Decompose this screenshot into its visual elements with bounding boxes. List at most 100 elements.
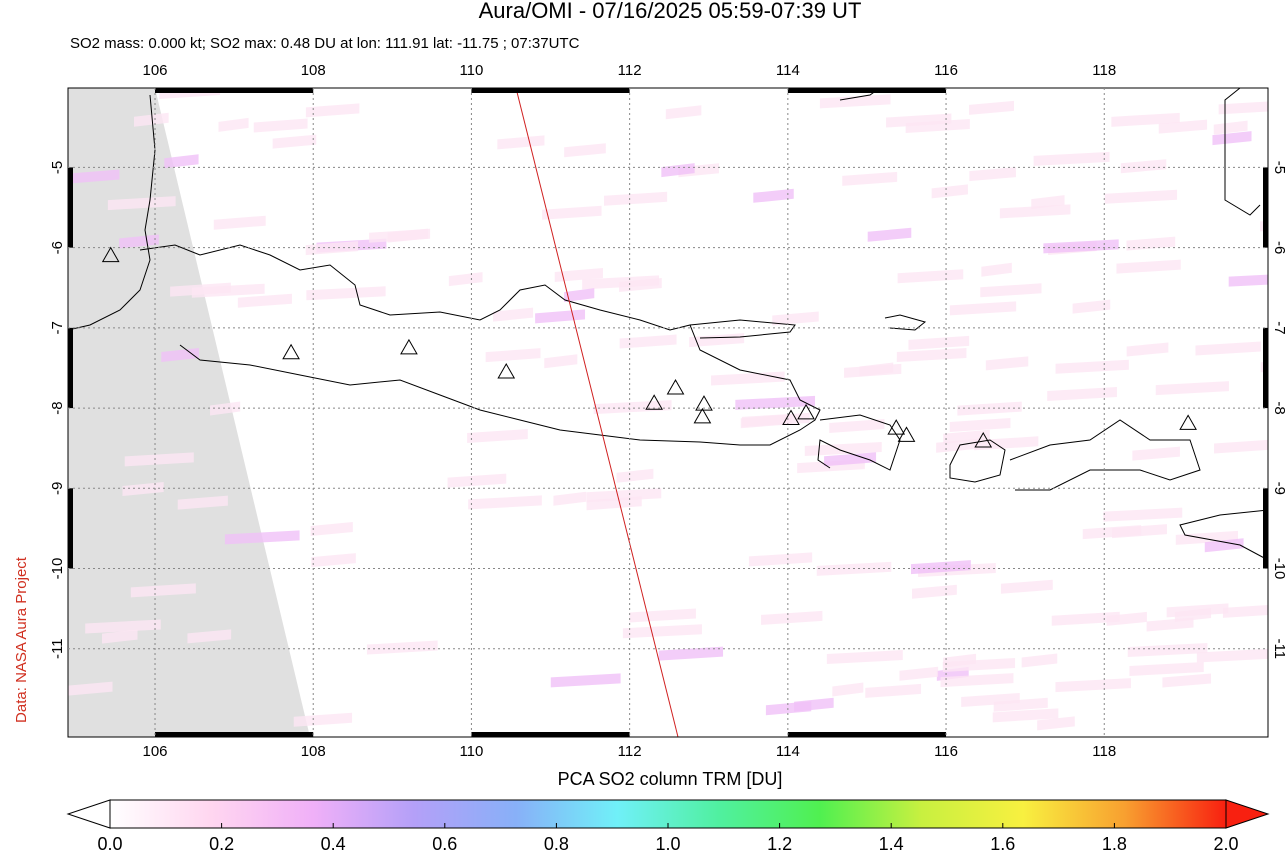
noise-stripe [629,608,696,623]
noise-stripe [1021,653,1058,668]
noise-stripe [772,311,819,326]
noise-stripe [661,163,695,178]
noise-stripe [542,205,602,220]
noise-stripe [1129,661,1204,676]
noise-stripe [616,468,654,483]
frame-bar [787,88,947,93]
volcano-marker [797,403,815,420]
noise-stripe [1146,617,1194,632]
noise-stripe [253,118,308,133]
noise-stripe [1103,507,1183,522]
noise-stripe [1214,439,1268,454]
noise-stripe [832,682,864,697]
x-tick-label: 114 [776,743,800,760]
noise-stripe [554,268,603,283]
noise-stripe [665,105,702,120]
noise-stripe [1127,643,1208,658]
noise-stripe [824,452,877,467]
frame-bar [1263,327,1268,409]
x-tick-label: 106 [142,62,167,79]
noise-stripe [761,610,823,625]
noise-stripe [735,395,816,410]
noise-stripe [969,167,1016,182]
noise-stripe [1082,525,1142,540]
orbit-track [515,88,679,737]
colorbar-tick-label: 0.6 [432,834,457,854]
noise-stripe [550,673,621,688]
noise-stripe [187,629,232,644]
background-noise [68,88,1268,731]
noise-stripe [1043,239,1119,254]
noise-stripe [224,530,300,545]
noise-stripe [1204,538,1244,553]
y-tick-label: -7 [49,321,66,334]
colorbar-arrow [1225,799,1270,829]
noise-stripe [999,204,1071,219]
colorbar-tick-label: 1.2 [767,834,792,854]
x-tick-label: 110 [459,62,483,79]
noise-stripe [218,117,249,132]
noise-stripe [622,624,702,639]
noise-stripe [911,584,957,599]
noise-stripe [586,488,662,503]
frame-bar [787,732,947,737]
colorbar-tick-label: 0.2 [209,834,234,854]
y-tick-label: -5 [49,161,66,174]
noise-stripe [1072,299,1111,314]
colorbar-tick-label: 1.6 [990,834,1015,854]
noise-stripe [940,673,1014,688]
noise-stripe [1126,236,1176,251]
frame-bar [1263,167,1268,248]
frame-bar [1263,488,1268,569]
noise-stripe [553,491,587,506]
colorbar-tick-label: 0.8 [544,834,569,854]
noise-stripe [101,629,138,644]
noise-stripe [311,553,356,568]
volcano-marker [101,246,120,263]
noise-stripe [886,113,952,128]
noise-stripe [910,560,971,575]
y-tick-label: -10 [1271,558,1288,580]
noise-stripe [593,400,672,415]
x-tick-label: 108 [301,62,326,79]
noise-stripe [748,552,813,567]
noise-stripe [467,429,528,444]
frame-border [67,87,1269,738]
noise-stripe [1055,678,1131,693]
noise-stripe [1033,151,1110,166]
noise-stripe [1196,648,1268,663]
noise-stripe [133,112,169,127]
noise-stripe [1000,579,1053,594]
y-tick-label: -10 [49,558,66,580]
colorbar-tick-label: 2.0 [1213,834,1238,854]
noise-stripe [931,184,968,199]
noise-stripe [899,666,939,681]
noise-stripe [1195,341,1261,356]
noise-stripe [865,683,922,698]
noise-stripe [658,646,724,661]
noise-stripe [1104,189,1178,204]
noise-stripe [535,309,586,324]
noise-stripe [164,154,199,169]
y-tick-label: -11 [1271,638,1288,659]
noise-stripe [741,412,810,427]
colorbar-tick-label: 0.0 [97,834,122,854]
noise-stripe [1106,611,1147,626]
y-tick-label: -9 [49,482,66,495]
noise-stripe [564,143,606,158]
noise-stripe [305,103,360,118]
noise-stripe [305,241,359,256]
noise-stripe [85,619,161,634]
noise-stripe [980,283,1042,298]
noise-stripe [867,227,912,242]
volcano-marker [400,338,418,355]
noise-stripe [1037,716,1075,731]
noise-stripe [604,191,668,206]
noise-stripe [119,234,159,249]
colorbar-tick-label: 1.0 [655,834,680,854]
x-tick-label: 118 [1092,62,1116,79]
y-tick-label: -6 [1271,241,1288,254]
x-tick-label: 108 [301,743,326,760]
frame-bar [68,488,73,569]
noise-stripe [485,348,541,363]
